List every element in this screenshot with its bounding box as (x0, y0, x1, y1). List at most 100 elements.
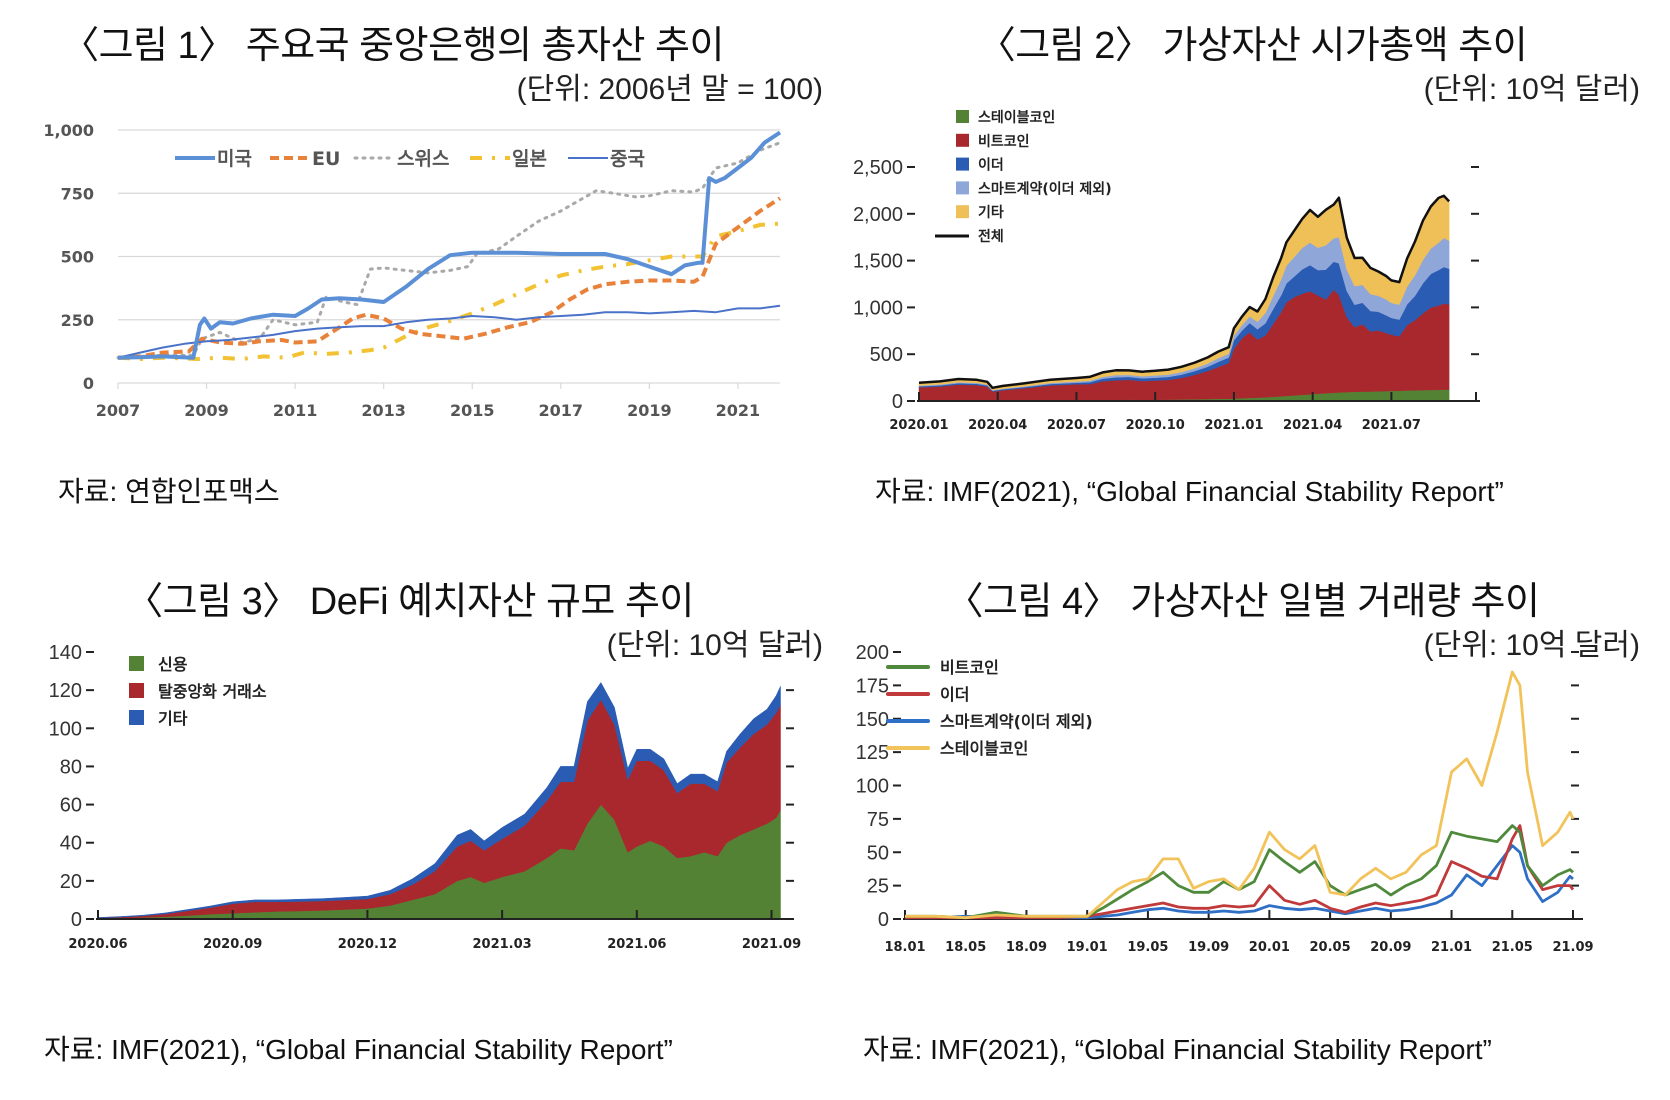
line-series-0 (905, 824, 1574, 920)
x-tick-label: 2021.06 (607, 937, 666, 952)
x-tick-label: 2020.12 (338, 937, 397, 952)
x-tick-label: 2015 (450, 401, 495, 420)
x-tick-label: 20.05 (1310, 940, 1351, 955)
legend-swatch (956, 110, 969, 123)
figure-3-chart: 0 20 40 60 80 100 120 140 2020.06 2020.09 2020.12 2… (49, 642, 802, 952)
x-tick-label: 2011 (273, 401, 318, 420)
figure-1-panel: 〈그림 1〉 주요국 중앙은행의 총자산 추이 (단위: 2006년 말 = 1… (0, 0, 835, 540)
x-tick-label: 2019 (627, 401, 672, 420)
figure-4-title: 〈그림 4〉 가상자산 일별 거래량 추이 (945, 581, 1540, 623)
figure-2-chart: 0 500 1,000 1,500 2,000 2,500 2020.01 2020.04 20… (853, 109, 1480, 433)
x-tick-label: 2020.01 (889, 418, 948, 433)
figure-2-title: 〈그림 2〉 가상자산 시가총액 추이 (977, 25, 1528, 67)
figure-4-chart: 0 25 50 75 100 125 150 175 200 18.01 18.05 18.09 19.… (856, 642, 1594, 955)
x-tick-label: 18.01 (884, 940, 925, 955)
x-tick-label: 2021 (716, 401, 761, 420)
line-series-1 (905, 824, 1575, 920)
legend-label: 스위스 (397, 148, 449, 170)
area-series-2 (97, 682, 781, 919)
x-tick-label: 20.09 (1370, 940, 1411, 955)
figure-3-unit: (단위: 10억 달러) (606, 629, 823, 662)
line-series-2 (116, 141, 782, 360)
figure-2-unit: (단위: 10억 달러) (1423, 73, 1640, 106)
figure-4-source: 자료: IMF(2021), “Global Financial Stabili… (863, 1034, 1492, 1065)
legend-label: 스테이블코인 (978, 109, 1055, 126)
x-tick-label: 20.01 (1249, 940, 1290, 955)
x-tick-label: 2009 (184, 401, 229, 420)
x-tick-label: 2021.04 (1283, 418, 1342, 433)
y-tick-label: 1,000 (853, 297, 903, 319)
legend-swatch (956, 133, 969, 147)
line-series-3 (117, 221, 781, 361)
y-tick-label: 125 (856, 742, 889, 764)
x-tick-label: 19.01 (1067, 940, 1108, 955)
legend-label: 비트코인 (978, 133, 1030, 150)
legend-label: 전체 (978, 228, 1004, 245)
legend-label: 이더 (940, 685, 969, 704)
y-tick-label: 1,500 (853, 251, 903, 273)
y-tick-label: 0 (71, 909, 82, 931)
x-tick-label: 19.09 (1188, 940, 1229, 955)
x-tick-label: 2020.04 (968, 418, 1027, 433)
legend-label: EU (312, 148, 340, 170)
legend-label: 신용 (158, 655, 188, 674)
legend-swatch (956, 205, 969, 219)
x-tick-label: 2017 (539, 401, 584, 420)
legend-label: 이더 (978, 157, 1004, 174)
x-tick-label: 2021.09 (742, 937, 801, 952)
figure-1-chart: 0 250 500 750 1,000 2007 2009 2011 2013 2015 2017 2… (43, 121, 782, 420)
x-tick-label: 21.01 (1431, 940, 1472, 955)
x-tick-label: 21.05 (1492, 940, 1533, 955)
legend-label: 스마트계약(이더 제외) (940, 712, 1093, 731)
y-tick-label: 500 (61, 248, 94, 267)
y-tick-label: 0 (83, 374, 94, 393)
y-tick-label: 50 (867, 842, 889, 864)
x-tick-label: 2020.06 (68, 937, 127, 952)
line-series-0 (117, 130, 782, 360)
line-series-1 (117, 196, 782, 360)
figure-1-unit: (단위: 2006년 말 = 100) (516, 73, 823, 106)
y-tick-label: 150 (856, 709, 889, 731)
figure-1-source: 자료: 연합인포맥스 (58, 476, 280, 507)
x-tick-label: 2020.07 (1047, 418, 1106, 433)
y-tick-label: 75 (867, 809, 889, 831)
legend-label: 스테이블코인 (940, 739, 1028, 758)
legend-label: 비트코인 (940, 658, 999, 677)
x-tick-label: 2020.09 (203, 937, 262, 952)
y-tick-label: 80 (60, 756, 82, 778)
x-tick-label: 18.09 (1006, 940, 1047, 955)
figure-3-title: 〈그림 3〉 DeFi 예치자산 규모 추이 (125, 581, 694, 623)
y-tick-label: 1,000 (43, 121, 94, 140)
legend-label: 탈중앙화 거래소 (158, 682, 267, 701)
legend-label: 기타 (158, 709, 188, 728)
y-tick-label: 750 (61, 184, 94, 203)
x-tick-label: 2020.10 (1126, 418, 1185, 433)
y-tick-label: 2,000 (853, 204, 903, 226)
y-tick-label: 100 (49, 718, 82, 740)
y-tick-label: 140 (49, 642, 82, 664)
figure-2-source: 자료: IMF(2021), “Global Financial Stabili… (875, 476, 1504, 507)
line-series-2 (905, 844, 1574, 920)
y-tick-label: 200 (856, 642, 889, 664)
x-tick-label: 2021.01 (1204, 418, 1263, 433)
y-tick-label: 500 (870, 344, 903, 366)
y-tick-label: 0 (878, 909, 889, 931)
legend-swatch (956, 157, 969, 171)
legend-label: 일본 (512, 148, 547, 170)
x-tick-label: 2021.07 (1362, 418, 1421, 433)
y-tick-label: 120 (49, 680, 82, 702)
legend-label: 미국 (217, 148, 252, 170)
legend-swatch (129, 683, 144, 698)
figure-3-panel: 〈그림 3〉 DeFi 예치자산 규모 추이 (단위: 10억 달러) 0 20 4… (0, 560, 835, 1100)
x-tick-label: 21.09 (1552, 940, 1593, 955)
x-tick-label: 19.05 (1127, 940, 1168, 955)
y-tick-label: 2,500 (853, 157, 903, 179)
figure-1-title: 〈그림 1〉 주요국 중앙은행의 총자산 추이 (61, 25, 724, 67)
x-tick-label: 2021.03 (473, 937, 532, 952)
figure-3-source: 자료: IMF(2021), “Global Financial Stabili… (44, 1034, 673, 1065)
y-tick-label: 175 (856, 675, 889, 697)
legend-label: 중국 (610, 148, 645, 170)
legend-swatch (956, 181, 969, 195)
legend-swatch (129, 656, 144, 671)
legend-label: 기타 (978, 205, 1004, 221)
